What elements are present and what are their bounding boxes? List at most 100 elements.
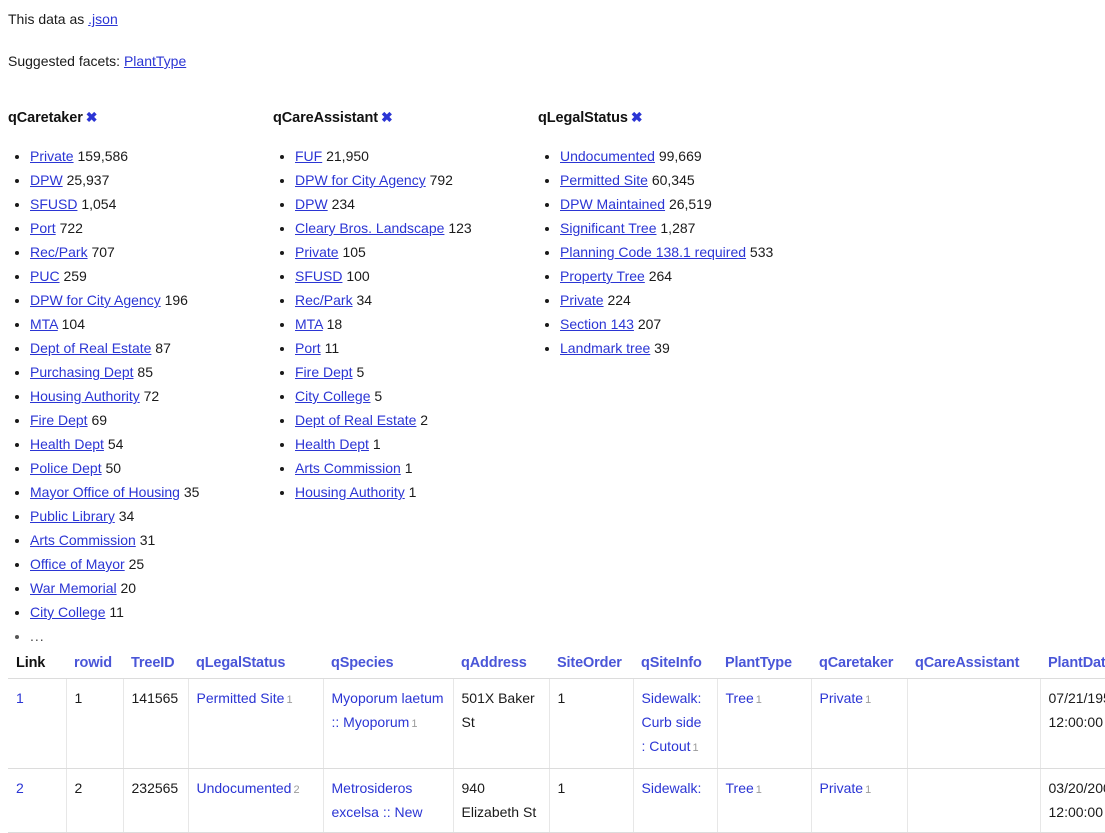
remove-facet-icon[interactable]: ✖ [85, 109, 98, 125]
facet-item: Port 722 [30, 216, 273, 240]
facet-value-link[interactable]: DPW [295, 196, 328, 212]
facet-value-link[interactable]: Office of Mayor [30, 556, 125, 572]
facet-count: 104 [61, 316, 85, 332]
facet-value-link[interactable]: Dept of Real Estate [30, 340, 152, 356]
facet-value-link[interactable]: Dept of Real Estate [295, 412, 417, 428]
facet-count: 11 [109, 604, 124, 620]
column-header-qcaretaker[interactable]: qCaretaker [811, 655, 907, 679]
facet-count: 31 [139, 532, 156, 548]
facet-value-link[interactable]: City College [295, 388, 371, 404]
suggested-facet-planttype-link[interactable]: PlantType [123, 53, 187, 69]
facet-value-link[interactable]: SFUSD [30, 196, 78, 212]
cell-value-link[interactable]: Metrosideros excelsa :: New [331, 780, 423, 820]
facet-value-link[interactable]: DPW for City Agency [295, 172, 426, 188]
facet-value-link[interactable]: Police Dept [30, 460, 102, 476]
facet-value-link[interactable]: Private [30, 148, 74, 164]
results-table: Link rowid TreeID qLegalStatus qSpecies … [8, 655, 1105, 833]
facet-value-link[interactable]: Rec/Park [30, 244, 88, 260]
facet-value-link[interactable]: Purchasing Dept [30, 364, 134, 380]
facet-qcareassistant-title-text: qCareAssistant [273, 110, 378, 126]
facet-item: Landmark tree 39 [560, 336, 838, 360]
cell-value-link[interactable]: Tree [725, 690, 754, 706]
column-header-qaddress[interactable]: qAddress [453, 655, 549, 679]
facet-value-link[interactable]: Property Tree [560, 268, 645, 284]
facet-value-link[interactable]: MTA [30, 316, 58, 332]
page-root: This data as .json Suggested facets: Pla… [0, 0, 1105, 648]
facet-value-link[interactable]: Undocumented [560, 148, 655, 164]
facet-count: 69 [91, 412, 108, 428]
facet-value-link[interactable]: Mayor Office of Housing [30, 484, 180, 500]
facet-qlegalstatus-title: qLegalStatus ✖ [538, 108, 838, 127]
column-header-qlegalstatus[interactable]: qLegalStatus [188, 655, 323, 679]
facet-value-link[interactable]: Landmark tree [560, 340, 651, 356]
json-link[interactable]: .json [88, 11, 118, 27]
facet-value-link[interactable]: Permitted Site [560, 172, 648, 188]
facet-item: SFUSD 100 [295, 264, 538, 288]
facet-value-link[interactable]: DPW Maintained [560, 196, 666, 212]
cell-value-link[interactable]: Sidewalk: [641, 780, 702, 796]
facet-count: 123 [448, 220, 472, 236]
facet-value-link[interactable]: Health Dept [295, 436, 369, 452]
facet-value-link[interactable]: Housing Authority [295, 484, 405, 500]
column-header-qspecies[interactable]: qSpecies [323, 655, 453, 679]
facet-value-link[interactable]: Cleary Bros. Landscape [295, 220, 445, 236]
facet-item: Private 224 [560, 288, 838, 312]
column-header-siteorder[interactable]: SiteOrder [549, 655, 633, 679]
facet-value-link[interactable]: FUF [295, 148, 323, 164]
facet-item: Mayor Office of Housing 35 [30, 480, 273, 504]
facet-value-link[interactable]: Fire Dept [30, 412, 88, 428]
results-table-wrapper[interactable]: Link rowid TreeID qLegalStatus qSpecies … [8, 655, 1105, 833]
facet-count: 105 [342, 244, 366, 260]
cell-treeid: 141565 [123, 678, 189, 769]
data-as-label: This data as [8, 11, 89, 27]
facet-value-link[interactable]: Port [295, 340, 321, 356]
facet-value-link[interactable]: Planning Code 138.1 required [560, 244, 747, 260]
facet-value-link[interactable]: MTA [295, 316, 323, 332]
column-header-plantdate[interactable]: PlantDate [1040, 655, 1105, 679]
facet-item: Rec/Park 707 [30, 240, 273, 264]
row-link[interactable]: 2 [16, 780, 24, 796]
facet-value-link[interactable]: Significant Tree [560, 220, 657, 236]
remove-facet-icon[interactable]: ✖ [630, 109, 643, 125]
facet-item: Health Dept 1 [295, 432, 538, 456]
facet-value-link[interactable]: SFUSD [295, 268, 343, 284]
cell-qspecies: Myoporum laetum :: Myoporum 1 [323, 678, 454, 769]
facet-value-link[interactable]: PUC [30, 268, 60, 284]
facet-value-link[interactable]: City College [30, 604, 106, 620]
cell-value-link[interactable]: Myoporum laetum :: Myoporum [331, 690, 444, 730]
cell-value-link[interactable]: Tree [725, 780, 754, 796]
column-header-treeid[interactable]: TreeID [123, 655, 188, 679]
facet-count: 159,586 [77, 148, 129, 164]
facet-value-link[interactable]: Housing Authority [30, 388, 140, 404]
remove-facet-icon[interactable]: ✖ [380, 109, 393, 125]
cell-value-link[interactable]: Private [819, 690, 864, 706]
facet-item: Dept of Real Estate 2 [295, 408, 538, 432]
cell-value-link[interactable]: Permitted Site [196, 690, 285, 706]
facet-count: 5 [374, 388, 383, 404]
facet-value-link[interactable]: War Memorial [30, 580, 117, 596]
facet-value-link[interactable]: Private [295, 244, 339, 260]
facet-value-link[interactable]: DPW for City Agency [30, 292, 161, 308]
facet-value-link[interactable]: Public Library [30, 508, 115, 524]
facet-item: DPW for City Agency 196 [30, 288, 273, 312]
cell-value-link[interactable]: Sidewalk: Curb side : Cutout [641, 690, 702, 754]
facet-value-link[interactable]: Health Dept [30, 436, 104, 452]
facet-value-link[interactable]: Rec/Park [295, 292, 353, 308]
facet-value-link[interactable]: Arts Commission [30, 532, 136, 548]
facet-value-link[interactable]: Section 143 [560, 316, 634, 332]
facet-count: 72 [143, 388, 160, 404]
cell-facet-count: 1 [286, 694, 293, 706]
column-header-qcareassistant[interactable]: qCareAssistant [907, 655, 1040, 679]
facet-value-link[interactable]: Fire Dept [295, 364, 353, 380]
cell-value-link[interactable]: Private [819, 780, 864, 796]
facet-value-link[interactable]: Private [560, 292, 604, 308]
column-header-planttype[interactable]: PlantType [717, 655, 811, 679]
facet-count: 18 [326, 316, 343, 332]
column-header-qsiteinfo[interactable]: qSiteInfo [633, 655, 717, 679]
column-header-rowid[interactable]: rowid [66, 655, 123, 679]
facet-value-link[interactable]: Port [30, 220, 56, 236]
cell-value-link[interactable]: Undocumented [196, 780, 292, 796]
row-link[interactable]: 1 [16, 690, 24, 706]
facet-value-link[interactable]: Arts Commission [295, 460, 401, 476]
facet-value-link[interactable]: DPW [30, 172, 63, 188]
